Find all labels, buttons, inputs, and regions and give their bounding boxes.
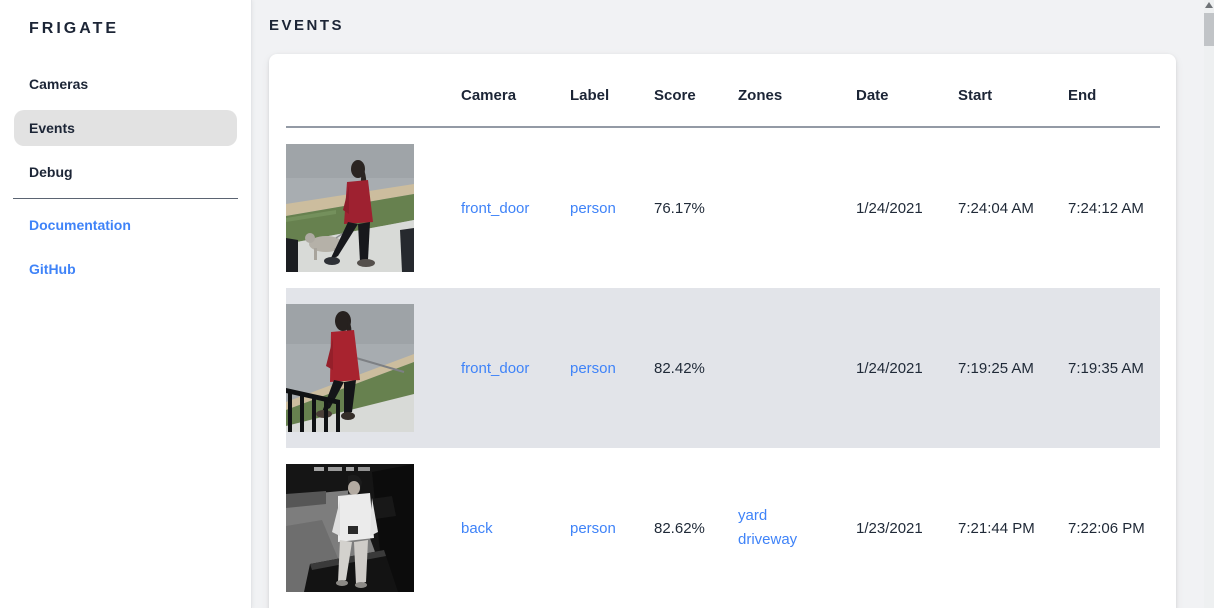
- column-header-thumbnail: [286, 54, 461, 128]
- event-thumbnail[interactable]: [286, 144, 414, 272]
- column-header-end: End: [1068, 54, 1160, 128]
- column-header-camera: Camera: [461, 54, 570, 128]
- sidebar-item-debug[interactable]: Debug: [29, 164, 73, 180]
- event-row[interactable]: back person 82.62% yard driveway 1/23/20…: [286, 448, 1160, 608]
- zone-link[interactable]: driveway: [738, 531, 798, 548]
- sidebar-item-cameras[interactable]: Cameras: [29, 76, 89, 92]
- score-value: 82.62%: [654, 519, 705, 537]
- page-title: EVENTS: [269, 17, 345, 34]
- start-value: 7:19:25 AM: [958, 359, 1034, 377]
- end-value: 7:22:06 PM: [1068, 519, 1145, 537]
- score-value: 82.42%: [654, 359, 705, 377]
- thumbnail-man-white-shirt-night: [286, 464, 414, 592]
- zones-cell: yard driveway: [738, 448, 856, 608]
- thumbnail-person-red-hoodie: [286, 304, 414, 432]
- events-card: Camera Label Score Zones Date Start End: [269, 54, 1176, 608]
- events-table: Camera Label Score Zones Date Start End: [286, 54, 1160, 608]
- score-value: 76.17%: [654, 199, 705, 217]
- sidebar-nav: Cameras Events Debug Documentation GitHu…: [0, 66, 251, 287]
- date-value: 1/23/2021: [856, 519, 923, 537]
- sidebar-link-documentation[interactable]: Documentation: [29, 217, 131, 233]
- sidebar-link-github[interactable]: GitHub: [29, 261, 76, 277]
- column-header-score: Score: [654, 54, 738, 128]
- date-value: 1/24/2021: [856, 359, 923, 377]
- camera-link[interactable]: front_door: [461, 199, 530, 217]
- scroll-up-arrow-icon[interactable]: [1205, 2, 1213, 8]
- label-link[interactable]: person: [570, 519, 616, 537]
- page-scrollbar[interactable]: [1204, 0, 1214, 608]
- main-content: EVENTS Camera Label Score Zones Date Sta…: [253, 0, 1214, 608]
- zones-cell: [738, 288, 856, 448]
- sidebar: FRIGATE Cameras Events Debug Documentati…: [0, 0, 252, 608]
- thumbnail-woman-red-coat-dog: [286, 144, 414, 272]
- sidebar-divider: [13, 198, 238, 199]
- end-value: 7:19:35 AM: [1068, 359, 1144, 377]
- label-link[interactable]: person: [570, 199, 616, 217]
- date-value: 1/24/2021: [856, 199, 923, 217]
- app-logo: FRIGATE: [29, 20, 120, 37]
- event-row-selected[interactable]: front_door person 82.42% 1/24/2021 7:19:…: [286, 288, 1160, 448]
- column-header-date: Date: [856, 54, 958, 128]
- start-value: 7:21:44 PM: [958, 519, 1035, 537]
- zones-cell: [738, 127, 856, 288]
- start-value: 7:24:04 AM: [958, 199, 1034, 217]
- column-header-start: Start: [958, 54, 1068, 128]
- column-header-label: Label: [570, 54, 654, 128]
- sidebar-item-events[interactable]: Events: [14, 110, 237, 146]
- table-header-row: Camera Label Score Zones Date Start End: [286, 54, 1160, 128]
- zone-link[interactable]: yard: [738, 507, 768, 524]
- scrollbar-thumb[interactable]: [1204, 13, 1214, 46]
- event-thumbnail[interactable]: [286, 304, 414, 432]
- camera-link[interactable]: back: [461, 519, 493, 537]
- event-thumbnail[interactable]: [286, 464, 414, 592]
- event-row[interactable]: front_door person 76.17% 1/24/2021 7:24:…: [286, 127, 1160, 288]
- camera-link[interactable]: front_door: [461, 359, 530, 377]
- end-value: 7:24:12 AM: [1068, 199, 1144, 217]
- column-header-zones: Zones: [738, 54, 856, 128]
- label-link[interactable]: person: [570, 359, 616, 377]
